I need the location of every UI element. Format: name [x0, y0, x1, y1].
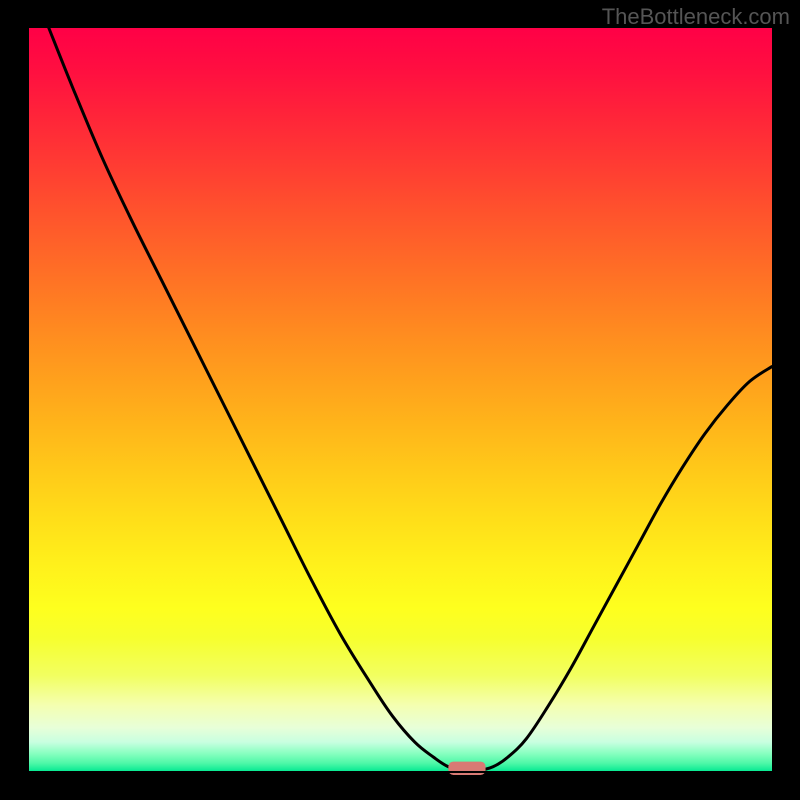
chart-plot-background: [28, 28, 772, 772]
bottleneck-chart: [0, 0, 800, 800]
chart-container: TheBottleneck.com: [0, 0, 800, 800]
watermark-text: TheBottleneck.com: [602, 4, 790, 30]
